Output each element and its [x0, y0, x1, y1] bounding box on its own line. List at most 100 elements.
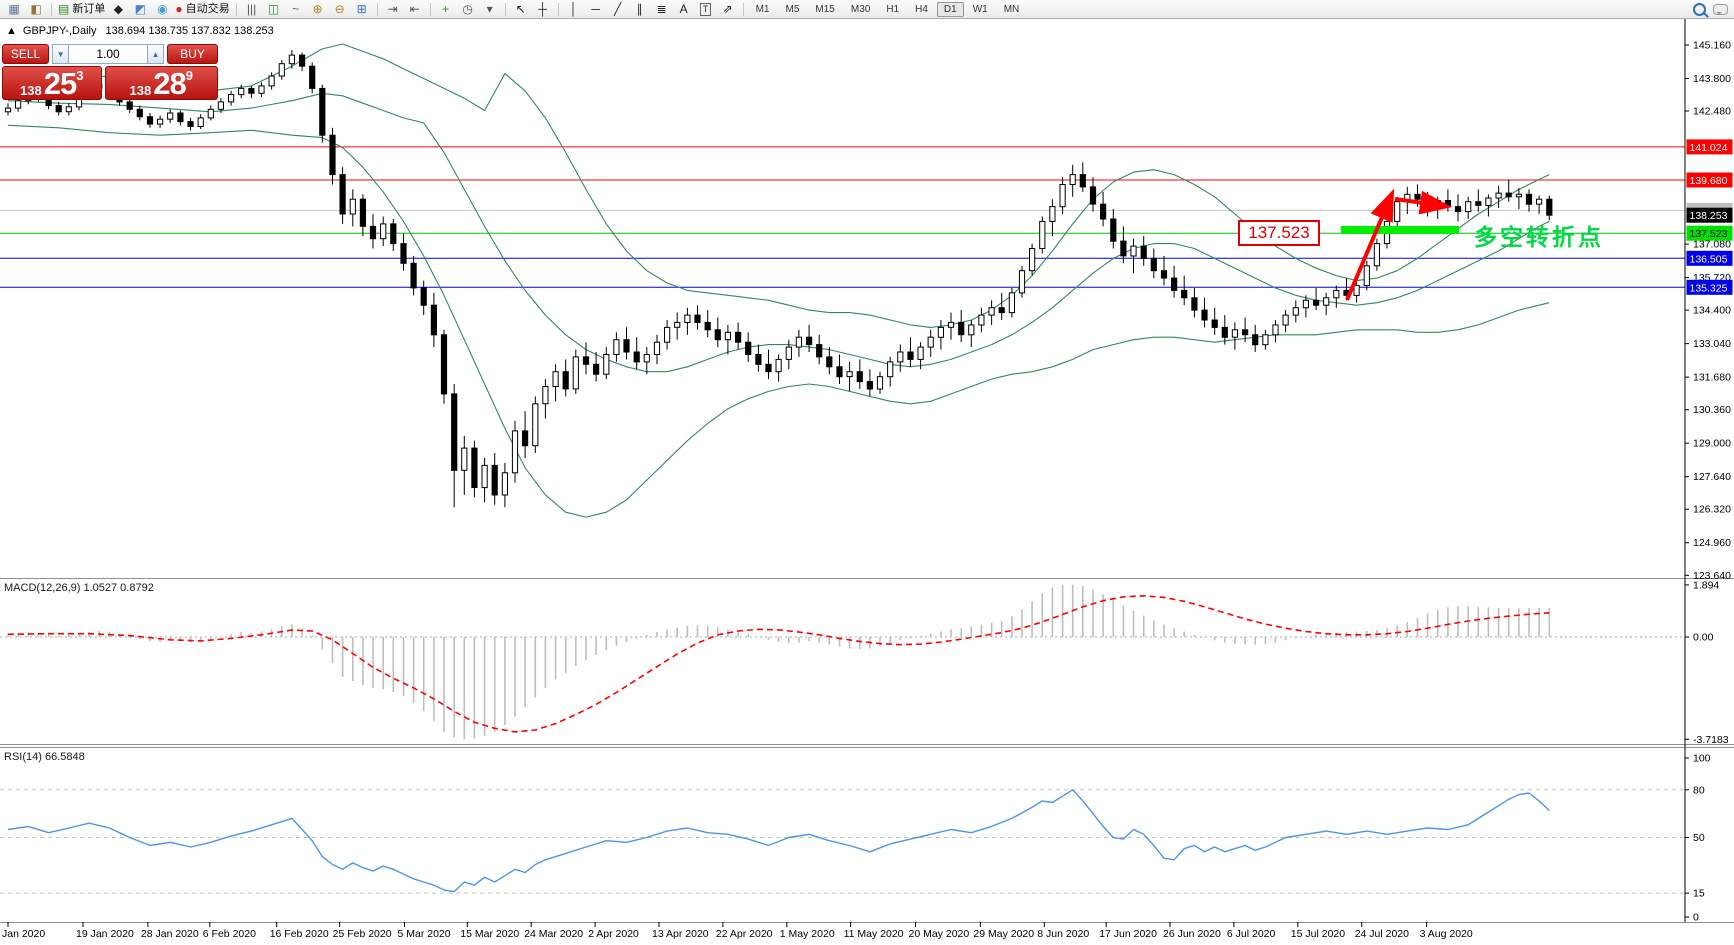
text-label-icon[interactable]: T	[695, 1, 717, 18]
sell-button[interactable]: SELL	[2, 44, 50, 64]
svg-text:0.00: 0.00	[1693, 632, 1714, 644]
timeframe-w1[interactable]: W1	[972, 3, 988, 15]
autotrading-button: ●	[175, 1, 183, 16]
buy-button[interactable]: BUY	[167, 44, 218, 64]
timeframe-m5[interactable]: M5	[785, 3, 800, 15]
svg-text:129.000: 129.000	[1693, 438, 1731, 450]
svg-text:100: 100	[1693, 753, 1711, 765]
svg-text:8 Jun 2020: 8 Jun 2020	[1037, 928, 1089, 940]
indicators-button[interactable]: +	[435, 1, 457, 18]
timeframe-m15[interactable]: M15	[815, 3, 835, 15]
metaeditor-icon[interactable]: ◆	[107, 1, 129, 18]
volume-decrease-button[interactable]: ▼	[52, 44, 70, 64]
one-click-trading-panel: SELL ▼ ▲ BUY 138 25 3 138 28 9	[2, 44, 218, 100]
svg-text:138.253: 138.253	[1690, 210, 1728, 222]
new-chart-icon: ▦	[8, 1, 20, 16]
svg-text:1 May 2020: 1 May 2020	[780, 928, 835, 940]
candlestick-icon: ◫	[267, 1, 280, 16]
zoom-in-icon[interactable]: ⊕	[307, 1, 329, 18]
trendline-icon[interactable]: ╱	[607, 1, 629, 18]
macd-label: MACD(12,26,9) 1.0527 0.8792	[4, 582, 154, 594]
tile-windows-icon[interactable]: ⊞	[351, 1, 373, 18]
vertical-line-icon[interactable]: │	[563, 1, 585, 18]
timeframe-h4[interactable]: H4	[915, 3, 928, 15]
buy-price-figure: 138	[129, 83, 152, 98]
buy-price-point: 9	[185, 68, 193, 83]
svg-text:28 Jan 2020: 28 Jan 2020	[141, 928, 199, 940]
templates-icon[interactable]: ▾	[479, 1, 501, 18]
svg-text:130.360: 130.360	[1693, 404, 1731, 416]
svg-text:20 May 2020: 20 May 2020	[909, 928, 970, 940]
chart-shift-icon[interactable]: ⇤	[404, 1, 426, 18]
timeframe-mn[interactable]: MN	[1003, 3, 1020, 15]
zoom-out-icon[interactable]: ⊖	[329, 1, 351, 18]
svg-text:19 Jan 2020: 19 Jan 2020	[76, 928, 134, 940]
svg-text:Jan 2020: Jan 2020	[2, 928, 45, 940]
timeframe-m1[interactable]: M1	[755, 3, 770, 15]
auto-scroll-icon: ⇥	[387, 1, 398, 16]
horizontal-line-icon: ─	[591, 1, 600, 16]
svg-text:1.894: 1.894	[1693, 579, 1719, 591]
autotrading-button[interactable]: ● 自动交易	[173, 1, 231, 18]
annotation-price-box[interactable]: 137.523	[1238, 220, 1320, 246]
horizontal-line-icon[interactable]: ─	[585, 1, 607, 18]
sell-price-point: 3	[76, 68, 84, 83]
volume-increase-button[interactable]: ▲	[147, 44, 165, 64]
buy-price-box[interactable]: 138 28 9	[104, 66, 218, 101]
metaeditor-icon: ◆	[113, 1, 123, 16]
symbol-title: GBPJPY-,Daily	[22, 25, 97, 37]
candlestick-icon[interactable]: ◫	[263, 1, 285, 18]
svg-text:5 Mar 2020: 5 Mar 2020	[398, 928, 451, 940]
timeframe-d1[interactable]: D1	[936, 1, 964, 17]
toolbar-separator	[504, 2, 506, 16]
svg-text:11 May 2020: 11 May 2020	[844, 928, 904, 940]
svg-text:22 Apr 2020: 22 Apr 2020	[716, 928, 773, 940]
svg-text:0: 0	[1693, 912, 1699, 924]
strategy-tester-icon[interactable]: ◩	[129, 1, 151, 18]
equidistant-channel-icon[interactable]: ∥	[629, 1, 651, 18]
fibonacci-icon[interactable]: ≣	[651, 1, 673, 18]
arrows-icon[interactable]: ⇗	[717, 1, 739, 18]
main-toolbar: ▦ ◧ ▤ 新订单 ◆ ◩ ◉ ● 自动交易 ||| ◫ ~ ⊕ ⊖ ⊞ ⇥ ⇤ + ◷ ▾ ↖ ┼ │ ─ ╱ ∥ ≣ A T ⇗ M1…	[0, 0, 1734, 19]
svg-text:133.040: 133.040	[1693, 338, 1731, 350]
profiles-icon[interactable]: ◧	[25, 1, 47, 18]
annotation-cn-text[interactable]: 多空转折点	[1474, 224, 1604, 250]
auto-scroll-icon[interactable]: ⇥	[382, 1, 404, 18]
buy-price-pips: 28	[153, 66, 186, 101]
periods-icon[interactable]: ◷	[457, 1, 479, 18]
crosshair-icon[interactable]: ┼	[532, 1, 554, 18]
vertical-line-icon: │	[569, 1, 578, 16]
new-order-button[interactable]: ▤ 新订单	[56, 1, 107, 18]
chat-icon[interactable]	[1713, 3, 1728, 15]
search-icon[interactable]	[1693, 2, 1706, 16]
text-icon[interactable]: A	[673, 1, 695, 18]
svg-text:142.480: 142.480	[1693, 106, 1731, 118]
svg-text:24 Jul 2020: 24 Jul 2020	[1355, 928, 1409, 940]
timeframe-m30[interactable]: M30	[850, 3, 871, 15]
signals-icon[interactable]: ◉	[151, 1, 173, 18]
text-label-icon: T	[699, 2, 712, 16]
indicators-button: +	[442, 1, 450, 16]
svg-text:2 Apr 2020: 2 Apr 2020	[588, 928, 639, 940]
sell-price-figure: 138	[20, 83, 42, 98]
timeframe-h1[interactable]: H1	[886, 3, 900, 15]
toolbar-separator	[235, 2, 237, 16]
new-chart-icon[interactable]: ▦	[3, 1, 25, 18]
sell-price-pips: 25	[43, 66, 77, 101]
line-chart-icon[interactable]: ~	[285, 1, 307, 18]
sell-price-box[interactable]: 138 25 3	[2, 66, 102, 100]
bar-chart-icon[interactable]: |||	[241, 1, 263, 18]
autotrading-button-label: 自动交易	[185, 2, 230, 15]
cursor-icon[interactable]: ↖	[510, 1, 532, 18]
toolbar-separator	[742, 2, 744, 16]
svg-text:50: 50	[1693, 832, 1705, 844]
cursor-icon: ↖	[515, 1, 526, 16]
volume-input[interactable]	[69, 44, 148, 64]
svg-text:-3.7183: -3.7183	[1693, 734, 1729, 746]
toolbar-separator	[557, 2, 559, 16]
svg-text:137.523: 137.523	[1690, 228, 1728, 240]
toolbar-separator	[51, 2, 52, 16]
svg-text:134.400: 134.400	[1693, 305, 1731, 317]
svg-text:6 Jul 2020: 6 Jul 2020	[1227, 928, 1276, 940]
